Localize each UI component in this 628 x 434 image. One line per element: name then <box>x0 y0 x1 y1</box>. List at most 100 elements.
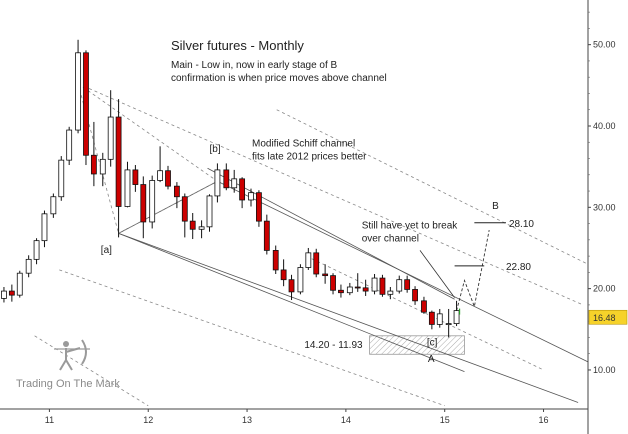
candle-body <box>288 279 295 293</box>
candle-body <box>272 250 279 271</box>
wave-c-label: [c] <box>427 338 438 349</box>
candle-body <box>58 159 65 198</box>
projection-path <box>456 229 490 311</box>
candle-body <box>231 178 238 189</box>
candle-body <box>75 52 81 131</box>
wave-B-label: B <box>492 201 499 212</box>
candle-body <box>436 313 443 325</box>
channel-line <box>118 232 465 372</box>
schiff-note-line-2: fits late 2012 prices better <box>252 151 367 162</box>
candle-body <box>140 184 147 223</box>
candle-body <box>90 154 97 175</box>
candle-body <box>445 323 452 326</box>
channel-line <box>276 109 589 265</box>
candle-body <box>387 290 394 295</box>
candle-body <box>379 277 386 295</box>
candle-body <box>239 178 246 201</box>
candle-body <box>99 158 106 175</box>
y-tick-label: 50.00 <box>593 40 616 50</box>
candle-body <box>421 300 427 313</box>
x-tick-label: 13 <box>242 415 252 425</box>
y-tick-label: 20.00 <box>593 284 616 294</box>
candle-body <box>346 286 353 294</box>
archer-logo-icon <box>54 339 90 371</box>
last-price-label: 16.48 <box>593 313 616 323</box>
channel-line <box>34 335 149 407</box>
candle-body <box>189 220 196 230</box>
candle-body <box>1 290 7 299</box>
candle-body <box>396 279 403 292</box>
x-tick-label: 16 <box>539 415 549 425</box>
x-tick-label: 11 <box>45 415 54 425</box>
candle-body <box>33 240 40 260</box>
candle-body <box>428 311 435 325</box>
candle-body <box>404 279 411 290</box>
target-box <box>369 335 465 355</box>
candle-body <box>313 252 320 275</box>
y-tick-label: 40.00 <box>593 121 616 131</box>
wave-A-label: A <box>428 354 435 365</box>
chart-subtitle-line-2: confirmation is when price moves above c… <box>171 73 387 84</box>
candle-body <box>338 289 344 294</box>
x-tick-label: 15 <box>440 415 450 425</box>
candle-body <box>248 192 254 201</box>
candle-body <box>50 196 57 215</box>
candle-body <box>305 252 312 268</box>
candle-body <box>41 213 48 242</box>
target-level-28-label: 28.10 <box>509 219 534 230</box>
channel-line <box>77 83 584 306</box>
channel-line <box>59 269 445 407</box>
chart-title: Silver futures - Monthly <box>171 38 304 53</box>
candle-body <box>371 277 378 292</box>
candle-body <box>280 269 287 281</box>
candle-body <box>354 286 361 289</box>
candle-body <box>173 185 180 198</box>
channel-line <box>207 167 455 300</box>
channel-line <box>306 255 544 371</box>
chart-subtitle-line-1: Main - Low in, now in early stage of B <box>171 60 338 71</box>
y-tick-label: 30.00 <box>593 202 616 212</box>
candle-body <box>412 289 418 302</box>
x-tick-label: 12 <box>143 415 153 425</box>
break-note-line-1: Still have yet to break <box>362 220 459 231</box>
candle-body <box>453 310 460 325</box>
channel-line <box>77 83 218 182</box>
target-box-label: 14.20 - 11.93 <box>304 340 363 351</box>
target-level-22-label: 22.80 <box>506 262 531 273</box>
candle-body <box>256 192 262 222</box>
candle-body <box>330 275 336 291</box>
channel-line <box>118 180 218 234</box>
candle-body <box>223 169 230 189</box>
candle-body <box>149 180 156 223</box>
candle-body <box>83 52 89 156</box>
candle-body <box>66 129 73 161</box>
candle-body <box>25 258 32 274</box>
x-tick-label: 14 <box>341 415 351 425</box>
note-pointer-line <box>419 250 455 298</box>
candle-body <box>16 272 23 296</box>
candle-body <box>263 220 270 251</box>
candle-body <box>297 267 304 293</box>
candle-body <box>107 116 114 160</box>
candle-body <box>181 196 188 222</box>
candle-body <box>206 195 213 228</box>
candle-body <box>124 169 131 207</box>
brand-text: Trading On The Mark <box>16 378 120 390</box>
candle-body <box>115 116 122 207</box>
channel-line <box>118 232 579 403</box>
y-tick-label: 10.00 <box>593 365 616 375</box>
candle-body <box>198 226 205 230</box>
wave-a-label: [a] <box>101 245 112 256</box>
candle-body <box>8 290 15 296</box>
break-note-line-2: over channel <box>362 233 419 244</box>
candle-body <box>362 287 369 292</box>
last-price-box <box>588 309 628 325</box>
wave-b-label: [b] <box>210 144 221 155</box>
candle-body <box>132 169 139 185</box>
candle-body <box>214 169 221 197</box>
candle-body <box>165 170 171 187</box>
candle-body <box>322 273 329 277</box>
schiff-note-line-1: Modified Schiff channel <box>252 138 355 149</box>
